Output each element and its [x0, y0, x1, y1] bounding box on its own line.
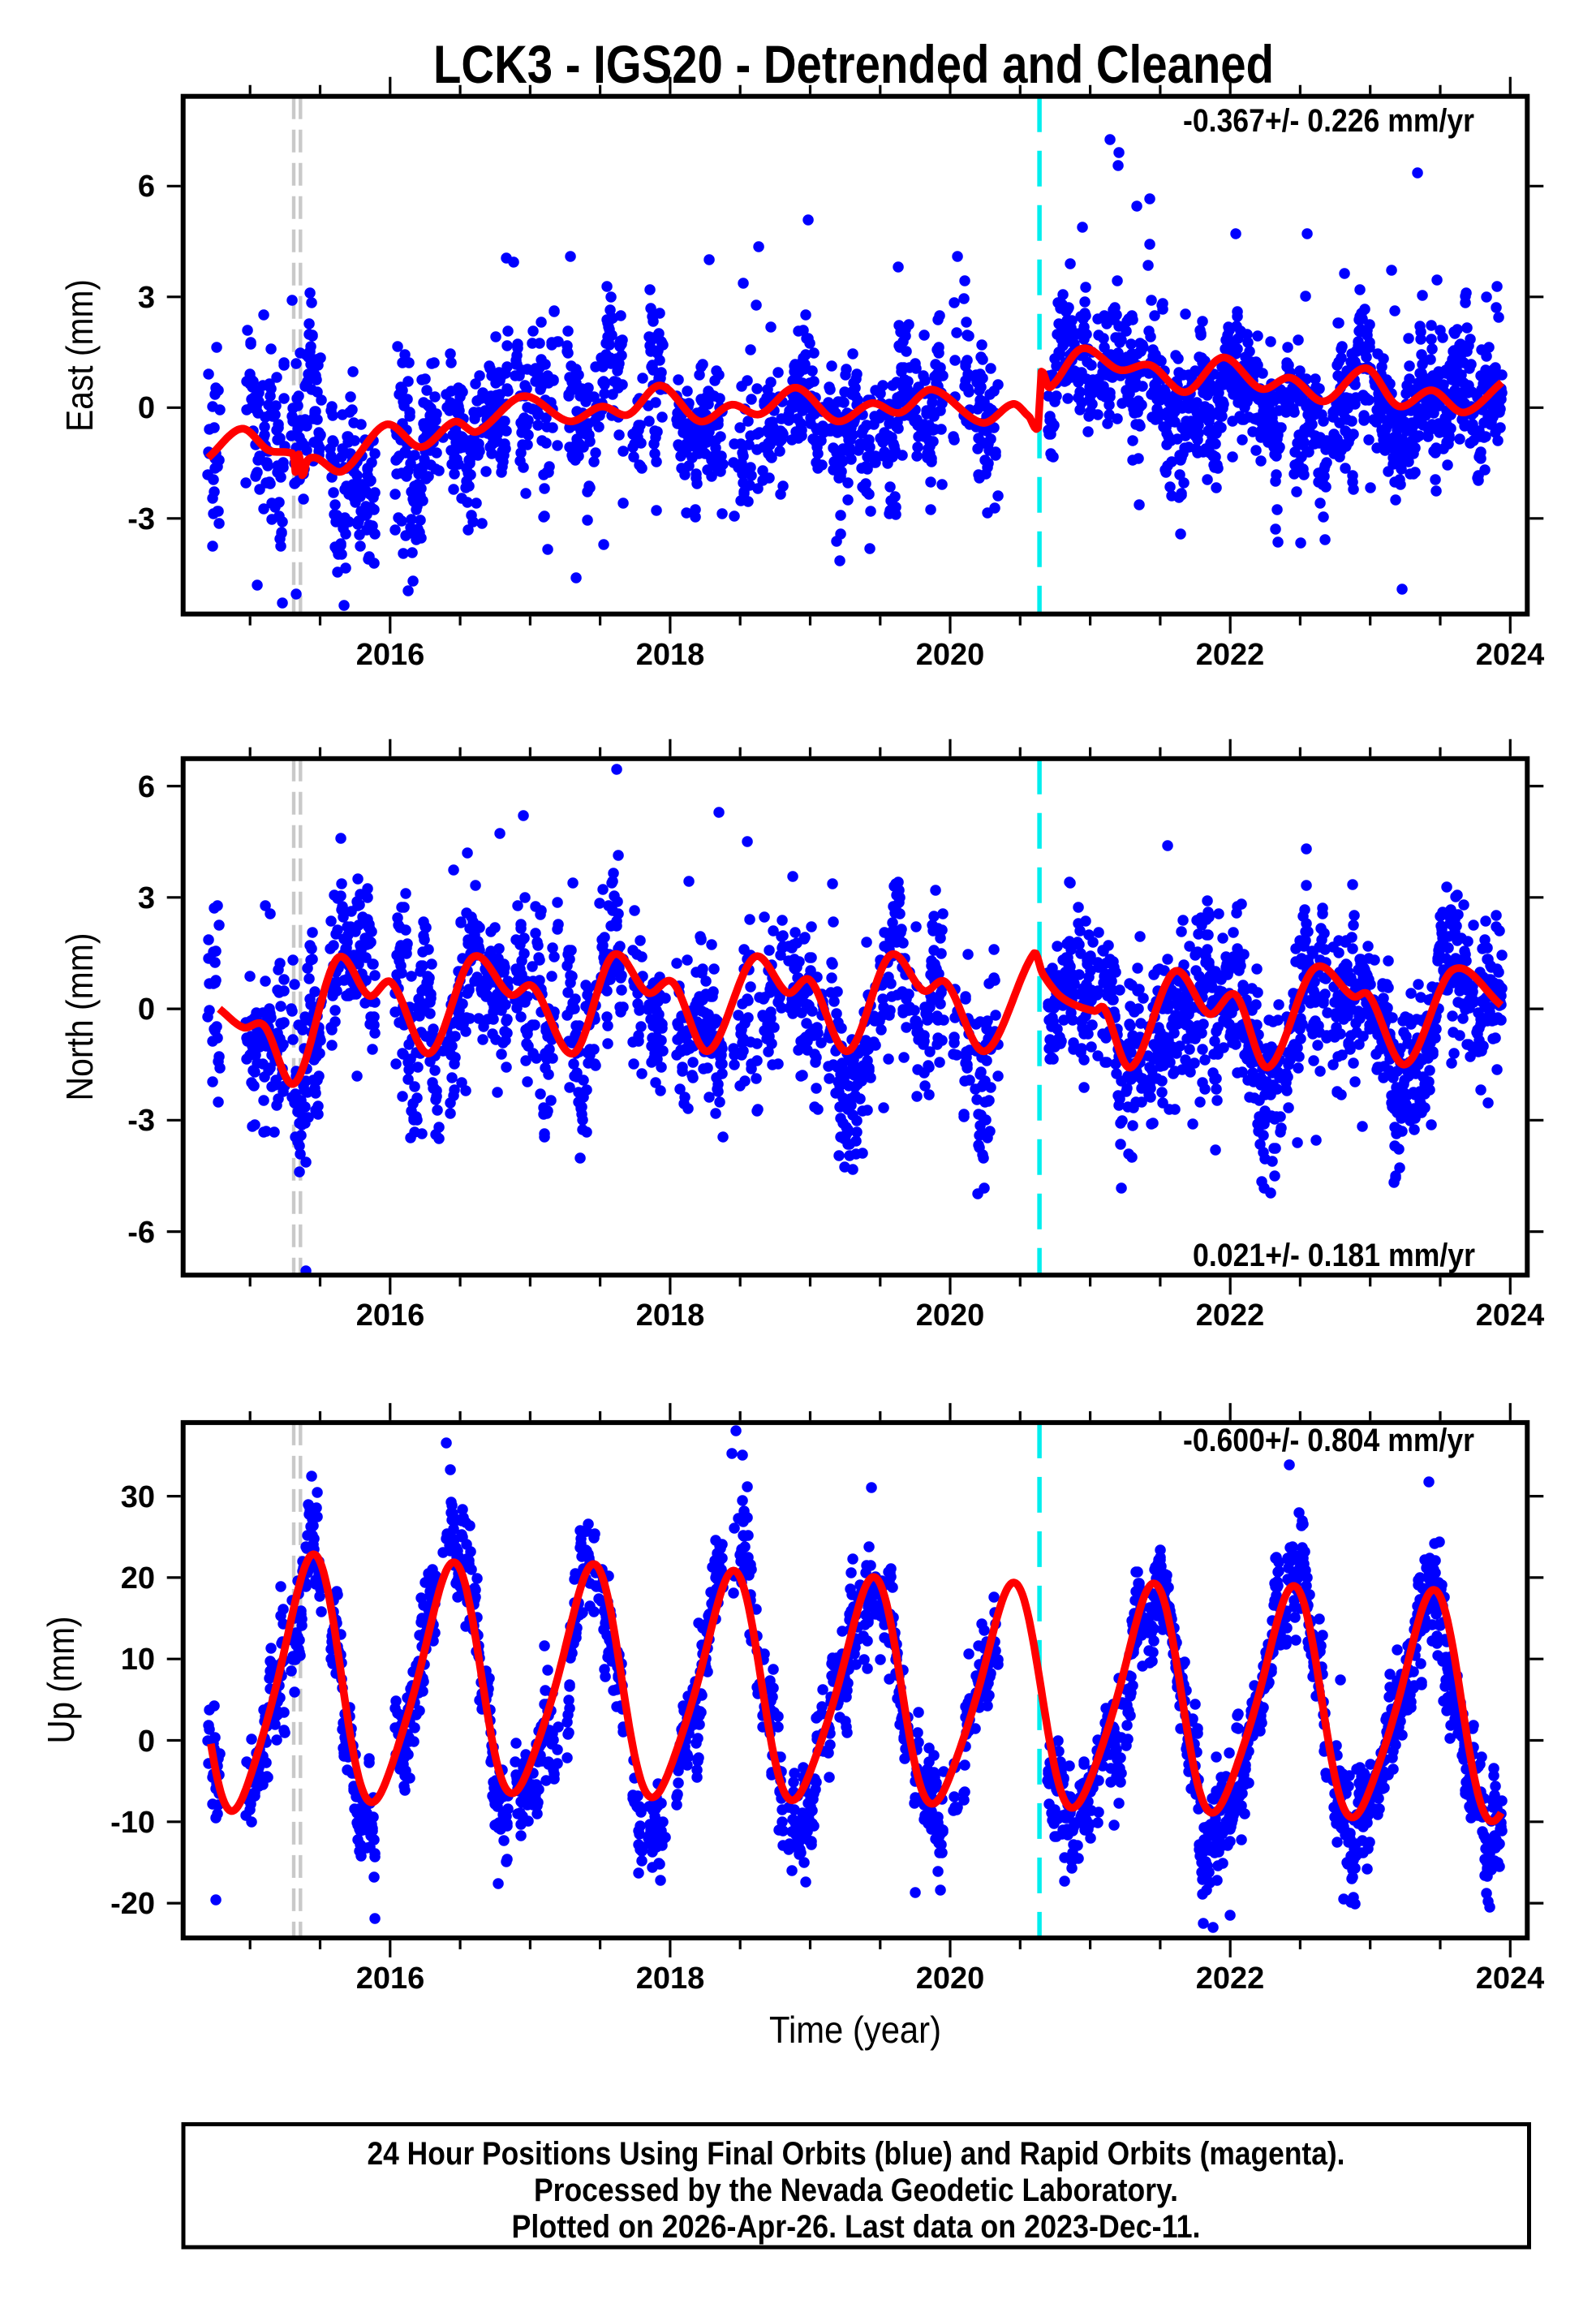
svg-text:Plotted on 2026-Apr-26. Last d: Plotted on 2026-Apr-26. Last data on 202…: [512, 2209, 1201, 2245]
svg-text:2024: 2024: [1476, 1298, 1545, 1333]
svg-text:0: 0: [138, 993, 155, 1027]
svg-text:2022: 2022: [1196, 638, 1265, 672]
svg-text:2024: 2024: [1476, 1962, 1545, 1996]
svg-text:2020: 2020: [916, 1298, 985, 1333]
svg-text:30: 30: [121, 1480, 155, 1514]
svg-text:0: 0: [138, 391, 155, 425]
svg-text:2020: 2020: [916, 1962, 985, 1996]
svg-text:-0.600+/- 0.804 mm/yr: -0.600+/- 0.804 mm/yr: [1183, 1423, 1474, 1458]
svg-text:10: 10: [121, 1643, 155, 1677]
svg-text:Processed by the Nevada Geodet: Processed by the Nevada Geodetic Laborat…: [534, 2173, 1178, 2208]
svg-text:-3: -3: [127, 1104, 155, 1138]
svg-text:2022: 2022: [1196, 1962, 1265, 1996]
svg-text:LCK3 - IGS20 - Detrended and C: LCK3 - IGS20 - Detrended and Cleaned: [433, 34, 1274, 94]
svg-text:East (mm): East (mm): [58, 279, 101, 432]
svg-text:24 Hour Positions Using Final: 24 Hour Positions Using Final Orbits (bl…: [368, 2136, 1345, 2172]
svg-text:2016: 2016: [356, 638, 425, 672]
svg-text:North (mm): North (mm): [58, 933, 101, 1101]
svg-text:-3: -3: [127, 502, 155, 536]
svg-text:6: 6: [138, 170, 155, 204]
svg-text:2022: 2022: [1196, 1298, 1265, 1333]
svg-text:-0.367+/- 0.226 mm/yr: -0.367+/- 0.226 mm/yr: [1183, 103, 1474, 139]
svg-text:2018: 2018: [636, 1298, 705, 1333]
svg-text:0: 0: [138, 1725, 155, 1759]
svg-text:2024: 2024: [1476, 638, 1545, 672]
svg-text:3: 3: [138, 281, 155, 315]
svg-text:0.021+/- 0.181 mm/yr: 0.021+/- 0.181 mm/yr: [1193, 1238, 1475, 1273]
svg-text:-20: -20: [110, 1887, 155, 1921]
svg-text:2016: 2016: [356, 1962, 425, 1996]
svg-text:3: 3: [138, 881, 155, 915]
svg-text:-6: -6: [127, 1216, 155, 1250]
svg-text:2020: 2020: [916, 638, 985, 672]
svg-text:Time (year): Time (year): [769, 2009, 941, 2051]
svg-text:6: 6: [138, 770, 155, 804]
svg-text:Up (mm): Up (mm): [40, 1617, 82, 1744]
svg-text:2016: 2016: [356, 1298, 425, 1333]
svg-text:20: 20: [121, 1561, 155, 1596]
svg-text:2018: 2018: [636, 638, 705, 672]
svg-text:2018: 2018: [636, 1962, 705, 1996]
svg-text:-10: -10: [110, 1806, 155, 1840]
